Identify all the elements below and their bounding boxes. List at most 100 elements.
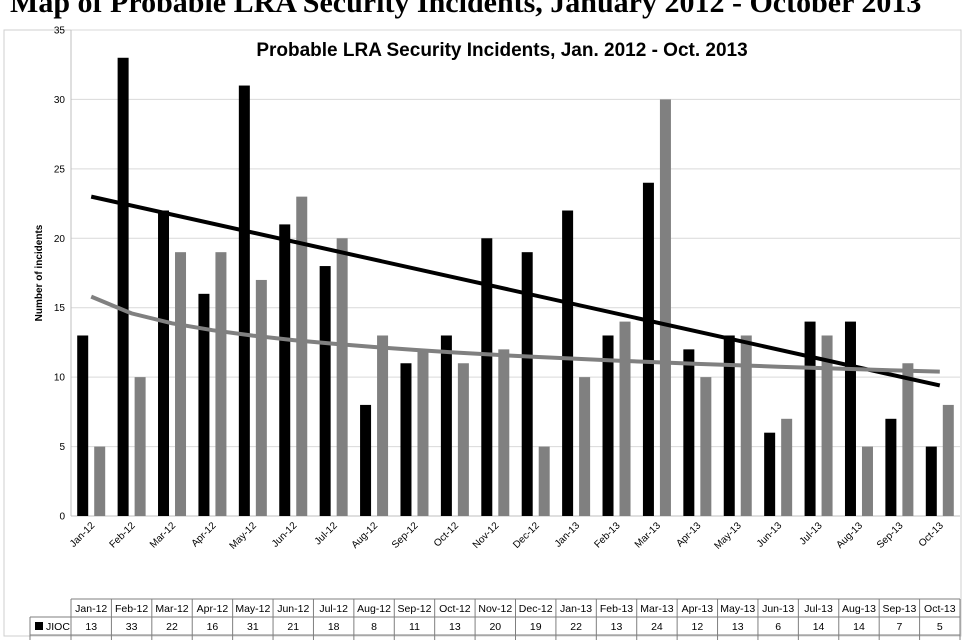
table-header-cell: Jan-12 <box>75 603 107 615</box>
table-header-cell: Jul-12 <box>319 603 348 615</box>
bar-jioc <box>642 182 654 516</box>
x-tick-label: Jul-12 <box>313 520 340 547</box>
table-cell-jioc: 18 <box>328 621 340 633</box>
bar-ocha <box>861 446 873 516</box>
x-tick-label: Apr-13 <box>674 520 703 549</box>
bar-jioc <box>279 224 291 516</box>
table-header-cell: Oct-13 <box>924 603 956 615</box>
bar-jioc <box>238 85 250 517</box>
table-cell-jioc: 22 <box>570 621 582 633</box>
bar-ocha <box>740 335 752 516</box>
bar-jioc <box>602 335 614 516</box>
table-header-cell: Sep-12 <box>398 603 432 615</box>
y-tick-label: 15 <box>54 303 66 314</box>
table-cell-jioc: 11 <box>409 621 420 633</box>
table-header-cell: Feb-12 <box>115 603 148 615</box>
table-cell-jioc: 6 <box>775 621 781 633</box>
table-cell-jioc: 8 <box>371 621 377 633</box>
y-tick-label: 5 <box>59 442 65 453</box>
bar-ocha <box>215 252 227 516</box>
bar-ocha <box>417 349 429 516</box>
table-cell-jioc: 5 <box>937 621 943 633</box>
x-tick-label: Jan-12 <box>68 520 98 550</box>
bar-ocha <box>781 418 793 516</box>
bar-ocha <box>498 349 510 516</box>
bar-jioc <box>925 446 937 516</box>
table-cell-jioc: 16 <box>207 621 219 633</box>
table-cell-jioc: 22 <box>166 621 178 633</box>
table-header-cell: Mar-13 <box>640 603 673 615</box>
y-tick-label: 10 <box>54 373 66 384</box>
table-cell-jioc: 31 <box>247 621 259 633</box>
x-tick-label: Aug-13 <box>835 520 866 551</box>
bar-jioc <box>844 321 856 516</box>
x-tick-label: Nov-12 <box>471 520 502 551</box>
bar-jioc <box>562 210 574 516</box>
x-tick-label: Jan-13 <box>553 520 583 550</box>
bar-jioc <box>198 293 210 516</box>
bar-ocha <box>942 404 954 516</box>
bar-ocha <box>619 321 631 516</box>
bar-ocha <box>296 196 308 516</box>
table-cell-jioc: 12 <box>691 621 703 633</box>
table-cell-jioc: 14 <box>813 621 825 633</box>
table-cell-jioc: 19 <box>530 621 542 633</box>
bar-ocha <box>336 238 348 517</box>
x-tick-label: May-13 <box>713 520 745 552</box>
x-tick-label: Apr-12 <box>190 520 219 549</box>
bar-jioc <box>158 210 170 516</box>
y-tick-label: 25 <box>54 164 66 175</box>
table-header-cell: Nov-12 <box>478 603 512 615</box>
table-header-cell: Sep-13 <box>882 603 916 615</box>
bar-ocha <box>700 377 712 516</box>
y-tick-label: 20 <box>54 234 66 245</box>
table-header-cell: Mar-12 <box>155 603 188 615</box>
bar-ocha <box>377 335 389 516</box>
table-header-cell: Jun-13 <box>762 603 794 615</box>
x-tick-label: Jun-12 <box>270 520 300 550</box>
x-tick-label: Jun-13 <box>755 520 785 550</box>
legend-swatch-jioc <box>35 622 43 630</box>
table-cell-jioc: 21 <box>287 621 299 633</box>
bar-jioc <box>723 335 735 516</box>
table-header-cell: May-13 <box>720 603 755 615</box>
bar-jioc <box>360 404 372 516</box>
table-cell-jioc: 20 <box>489 621 501 633</box>
table-cell-jioc: 33 <box>126 621 138 633</box>
table-header-cell: May-12 <box>235 603 270 615</box>
bar-ocha <box>538 446 550 516</box>
bar-ocha <box>579 377 591 516</box>
table-header-cell: Jan-13 <box>560 603 592 615</box>
y-tick-label: 35 <box>54 26 66 37</box>
bar-ocha <box>94 446 106 516</box>
x-tick-label: Dec-12 <box>511 520 542 551</box>
table-header-cell: Jul-13 <box>804 603 833 615</box>
bar-jioc <box>804 321 816 516</box>
bar-ocha <box>821 335 833 516</box>
page-heading: Map of Probable LRA Security Incidents, … <box>10 0 922 19</box>
bar-jioc <box>521 252 533 516</box>
table-header-cell: Feb-13 <box>600 603 633 615</box>
x-tick-label: Oct-12 <box>432 520 461 549</box>
bar-ocha <box>659 99 671 516</box>
chart-title: Probable LRA Security Incidents, Jan. 20… <box>256 40 747 61</box>
trendline-ocha <box>90 294 940 374</box>
bar-jioc <box>117 57 129 517</box>
bar-jioc <box>683 349 695 516</box>
table-header-cell: Dec-12 <box>519 603 553 615</box>
table-header-cell: Jun-12 <box>277 603 309 615</box>
trendline-jioc <box>90 194 941 388</box>
table-cell-jioc: 13 <box>85 621 97 633</box>
bar-jioc <box>400 363 412 516</box>
table-cell-jioc: 13 <box>732 621 744 633</box>
x-tick-label: Feb-13 <box>592 520 622 550</box>
bar-jioc <box>481 238 493 517</box>
bar-ocha <box>255 279 267 516</box>
bar-jioc <box>885 418 897 516</box>
x-tick-label: Mar-13 <box>633 520 663 550</box>
table-header-cell: Oct-12 <box>439 603 471 615</box>
y-tick-label: 0 <box>59 512 65 523</box>
table-header-cell: Aug-13 <box>842 603 876 615</box>
y-axis-label: Number of incidents <box>34 224 45 321</box>
